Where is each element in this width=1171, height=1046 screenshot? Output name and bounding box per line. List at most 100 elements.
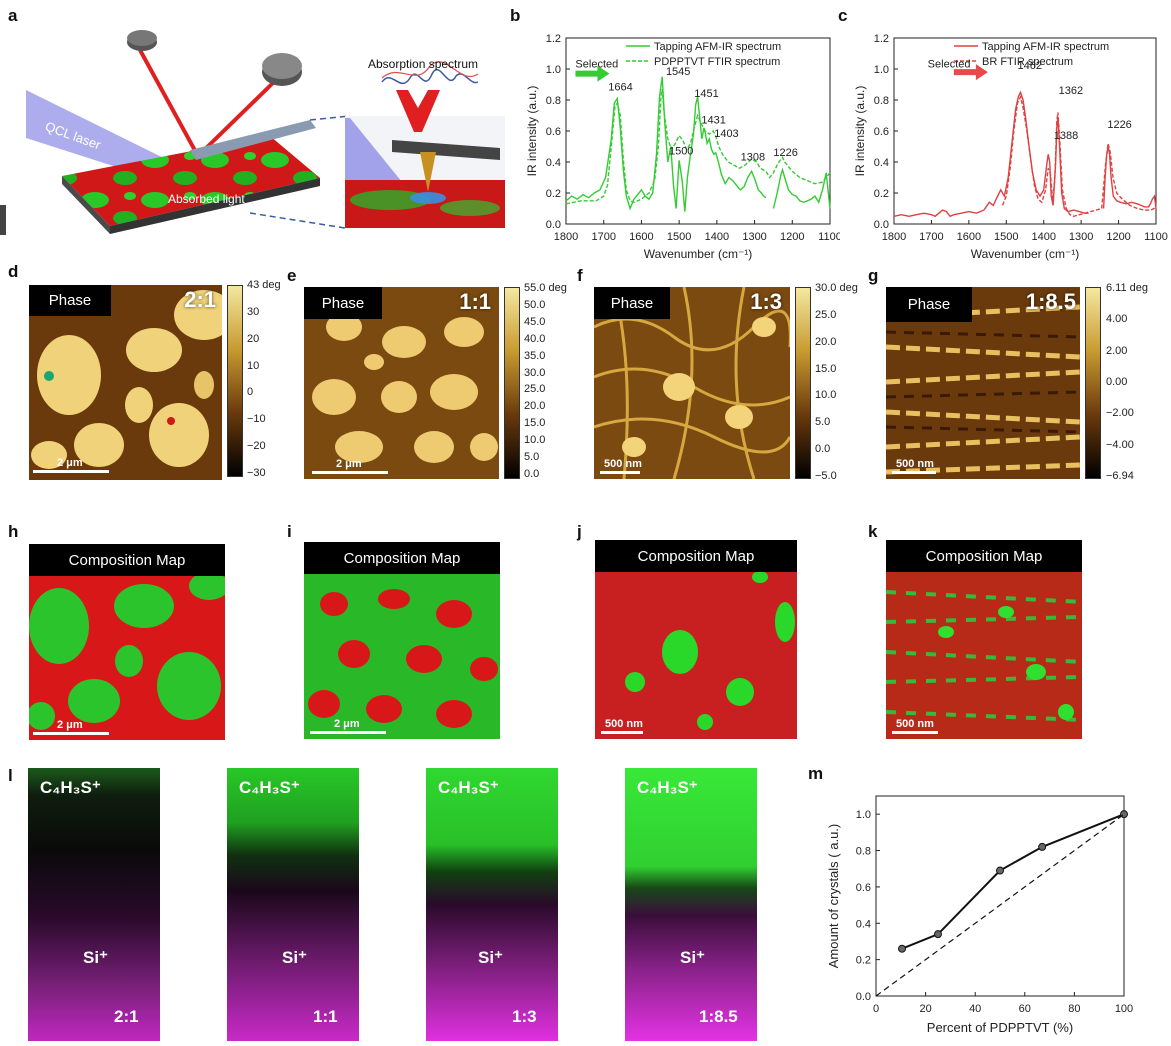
tof-image-2-1: C₄H₃S⁺ Si⁺ 2:1: [28, 768, 160, 1041]
phase-image-f-texture: [594, 287, 790, 479]
peak-annotation: 1545: [666, 66, 690, 78]
colorbar-tick-label: 10: [247, 359, 260, 372]
colorbar-tick-label: −10: [247, 413, 266, 426]
y-tick-label: 0.6: [856, 882, 871, 894]
series-line-1: [875, 813, 1125, 997]
colorbar-tick-label: 20.0: [524, 400, 546, 413]
colorbar-tick-label: 0.0: [524, 468, 540, 480]
v-laser-icon: [396, 90, 440, 132]
y-tick-label: 0.8: [874, 95, 889, 107]
selected-arrow-icon: [953, 64, 988, 81]
cantilever: [190, 120, 316, 160]
y-axis-label: IR intensity (a.u.): [853, 86, 867, 177]
panel-letter-d: d: [8, 262, 19, 281]
x-tick-label: 1500: [667, 231, 691, 243]
phase-tag: Phase: [304, 287, 382, 319]
y-tick-label: 0.6: [546, 126, 561, 138]
legend-label: Tapping AFM-IR spectrum: [654, 41, 781, 53]
y-axis-label: IR intensity (a.u.): [525, 86, 539, 177]
colorbar-tick-label: 25.0: [524, 383, 546, 396]
composition-map-h: Composition Map 2 μm: [29, 544, 225, 740]
scale-bar-label: 500 nm: [604, 458, 642, 470]
colorbar-tick-label: 30.0 deg: [815, 282, 858, 294]
absorption-spectrum-label: Absorption spectrum: [368, 57, 479, 71]
composition-map-h-texture: [29, 576, 225, 730]
y-tick-label: 0.4: [546, 157, 561, 169]
colorbar-tick-label: −5.0: [815, 470, 837, 482]
phase-tag: Phase: [886, 287, 972, 322]
colorbar-e: [504, 287, 520, 479]
zoom-inset: [345, 116, 505, 228]
phase-image-d-texture: [29, 285, 222, 480]
x-tick-label: 100: [1115, 1003, 1133, 1015]
zoom-line-bottom: [249, 212, 346, 229]
x-tick-label: 1700: [591, 231, 615, 243]
x-tick-label: 1400: [705, 231, 729, 243]
x-tick-label: 80: [1068, 1003, 1080, 1015]
plot-frame: [875, 795, 1125, 997]
colorbar-tick-label: 2.00: [1106, 344, 1128, 357]
panel-letter-g: g: [868, 266, 879, 285]
scale-bar: [892, 471, 936, 474]
y-tick-label: 0.2: [856, 955, 871, 967]
colorbar-f: [795, 287, 811, 479]
scale-bar: [601, 731, 643, 734]
chart-b-afm-ir: 1800 1700 1600 1500 1400 1300 1200 1100 0.0 0.2 0.…: [525, 33, 840, 261]
scale-bar-label: 2 μm: [334, 718, 360, 730]
series-line-0: [901, 813, 1125, 950]
spectrum-wave-icon: [381, 68, 479, 85]
legend-label: Tapping AFM-IR spectrum: [982, 41, 1109, 53]
scale-bar: [892, 731, 938, 734]
scale-bar-label: 500 nm: [896, 458, 934, 470]
phase-image-g: Phase 1:8.5 500 nm: [886, 287, 1080, 479]
detector-icon: [262, 53, 302, 86]
scale-bar-label: 500 nm: [605, 718, 643, 730]
x-tick-label: 40: [969, 1003, 981, 1015]
colorbar-tick-label: 45.0: [524, 315, 546, 328]
panel-letter-b: b: [510, 6, 521, 25]
colorbar-tick-label: 15.0: [815, 362, 837, 375]
phase-image-d: Phase 2:1 2 μm: [29, 285, 222, 480]
zoom-line-top: [309, 115, 351, 121]
ratio-label: 1:1: [459, 289, 491, 314]
colorbar-tick-label: 10.0: [815, 389, 837, 402]
panel-letter-l: l: [8, 766, 13, 785]
tof-ratio-label: 1:1: [313, 1007, 338, 1026]
tof-image-1-8-5: C₄H₃S⁺ Si⁺ 1:8.5: [625, 768, 757, 1041]
panel-letter-j: j: [577, 522, 582, 541]
peak-annotation: 1388: [1054, 130, 1078, 142]
panel-letter-i: i: [287, 522, 292, 541]
panel-letter-c: c: [838, 6, 848, 25]
x-tick-label: 1300: [742, 231, 766, 243]
colorbar-tick-label: −6.94: [1106, 470, 1134, 482]
colorbar-tick-label: 0: [247, 386, 254, 399]
tof-top-label: C₄H₃S⁺: [239, 778, 300, 797]
composition-map-k-texture: [886, 590, 1082, 722]
tof-mid-label: Si⁺: [478, 948, 504, 967]
y-tick-label: 1.2: [546, 33, 561, 45]
x-tick-label: 1700: [919, 231, 943, 243]
series-line-0: [893, 90, 1089, 218]
y-tick-label: 1.0: [874, 64, 889, 76]
panel-letter-m: m: [808, 764, 824, 783]
y-tick-label: 0.0: [874, 219, 889, 231]
edge-marker: [0, 205, 6, 235]
tof-ratio-label: 1:8.5: [699, 1007, 738, 1026]
ratio-label: 1:8.5: [1025, 289, 1076, 314]
panel-letter-f: f: [577, 266, 583, 285]
series-line-2: [1001, 94, 1157, 218]
x-tick-label: 1800: [882, 231, 906, 243]
tof-ratio-label: 1:3: [512, 1007, 537, 1026]
peak-annotation: 1226: [773, 147, 797, 159]
laser-source-icon: [127, 30, 157, 51]
x-tick-label: 1300: [1069, 231, 1093, 243]
tof-top-label: C₄H₃S⁺: [40, 778, 101, 797]
peak-annotation: Selected: [928, 58, 971, 70]
peak-annotation: 1403: [714, 128, 738, 140]
y-tick-label: 0.4: [856, 918, 871, 930]
peak-annotation: 1308: [741, 151, 765, 163]
composition-map-j: Composition Map 500 nm: [595, 540, 797, 739]
composition-map-tag: Composition Map: [304, 542, 500, 574]
colorbar-tick-label: 30.0: [524, 366, 546, 379]
x-tick-label: 1400: [1031, 231, 1055, 243]
